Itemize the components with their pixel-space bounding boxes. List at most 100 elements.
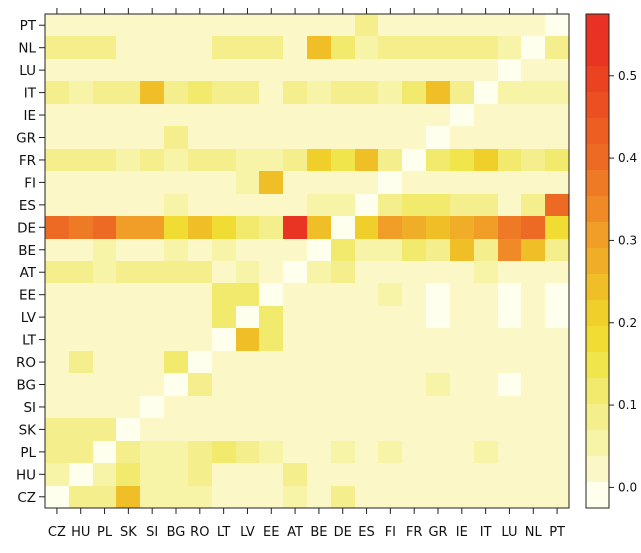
heatmap-cell-PL-PL: [93, 441, 116, 463]
heatmap-cell-IT-LT: [212, 81, 236, 104]
heatmap-cell-DE-GR: [426, 216, 450, 239]
heatmap-cell-PL-IT: [474, 441, 498, 463]
heatmap-cell-FR-PL: [93, 149, 116, 171]
colorbar-segment: [586, 352, 609, 378]
heatmap-cell-BG-FR: [402, 373, 426, 396]
heatmap-cell-IT-IT: [474, 81, 498, 104]
x-tick-label: LT: [217, 525, 230, 540]
heatmap-cell-LV-NL: [521, 306, 545, 328]
heatmap-cell-LU-DE: [331, 59, 355, 81]
heatmap-cell-AT-SI: [140, 261, 164, 283]
heatmap-cell-EE-PT: [545, 283, 569, 306]
heatmap-cell-NL-AT: [283, 36, 307, 59]
heatmap-cell-BE-FI: [378, 239, 402, 261]
heatmap-cell-FI-IE: [450, 171, 474, 194]
heatmap-cell-AT-LV: [236, 261, 259, 283]
heatmap-cell-GR-IT: [474, 126, 498, 149]
heatmap-cell-IE-PL: [93, 104, 116, 126]
heatmap-cell-BG-LU: [498, 373, 521, 396]
heatmap-cell-RO-AT: [283, 351, 307, 373]
heatmap-cell-CZ-AT: [283, 486, 307, 508]
heatmap-cell-HU-FI: [378, 463, 402, 486]
heatmap-cell-LV-LU: [498, 306, 521, 328]
heatmap-cell-FI-BG: [164, 171, 188, 194]
heatmap-cell-ES-LT: [212, 194, 236, 216]
heatmap-cell-AT-FR: [402, 261, 426, 283]
heatmap-cell-ES-IT: [474, 194, 498, 216]
heatmap-cell-ES-ES: [355, 194, 378, 216]
heatmap-cell-ES-AT: [283, 194, 307, 216]
heatmap-cell-DE-BG: [164, 216, 188, 239]
heatmap-cell-LV-GR: [426, 306, 450, 328]
heatmap-cell-ES-GR: [426, 194, 450, 216]
colorbar-segment: [586, 222, 609, 248]
heatmap-cell-GR-DE: [331, 126, 355, 149]
heatmap-cell-ES-BE: [307, 194, 331, 216]
heatmap-cell-HU-FR: [402, 463, 426, 486]
heatmap-cell-SI-FR: [402, 396, 426, 418]
x-tick-label: IE: [456, 525, 468, 540]
heatmap-cell-IT-NL: [521, 81, 545, 104]
heatmap-cell-FR-FR: [402, 149, 426, 171]
heatmap-cell-SK-BE: [307, 418, 331, 441]
colorbar-segment: [586, 118, 609, 144]
heatmap-cell-FI-FR: [402, 171, 426, 194]
heatmap-cell-IT-PL: [93, 81, 116, 104]
heatmap-cell-IT-GR: [426, 81, 450, 104]
heatmap-cell-SK-BG: [164, 418, 188, 441]
heatmap-cell-DE-DE: [331, 216, 355, 239]
heatmap-cell-FR-LT: [212, 149, 236, 171]
heatmap-cell-SK-LT: [212, 418, 236, 441]
heatmap-cell-PL-CZ: [45, 441, 69, 463]
colorbar-segment: [586, 430, 609, 456]
heatmap-cell-BE-GR: [426, 239, 450, 261]
heatmap-cell-AT-AT: [283, 261, 307, 283]
heatmap-cell-PT-EE: [259, 14, 283, 36]
heatmap-cell-NL-GR: [426, 36, 450, 59]
heatmap-cell-IT-SI: [140, 81, 164, 104]
y-tick-label: LT: [22, 333, 37, 349]
heatmap-cell-NL-FI: [378, 36, 402, 59]
heatmap-cell-FR-CZ: [45, 149, 69, 171]
heatmap-cell-RO-RO: [188, 351, 212, 373]
y-tick-label: GR: [16, 131, 36, 147]
heatmap-cell-RO-DE: [331, 351, 355, 373]
heatmap-cell-IT-FR: [402, 81, 426, 104]
heatmap-cell-EE-AT: [283, 283, 307, 306]
heatmap-cell-AT-HU: [69, 261, 93, 283]
heatmap-cell-BE-IE: [450, 239, 474, 261]
heatmap-cell-NL-LT: [212, 36, 236, 59]
heatmap-cell-AT-DE: [331, 261, 355, 283]
heatmap-cell-LU-AT: [283, 59, 307, 81]
heatmap-cell-LT-PT: [545, 328, 569, 351]
colorbar-tick-label: 0.5: [618, 69, 637, 83]
heatmap-cell-LT-BE: [307, 328, 331, 351]
heatmap-cell-SI-SI: [140, 396, 164, 418]
heatmap-cell-CZ-BG: [164, 486, 188, 508]
heatmap-cell-DE-BE: [307, 216, 331, 239]
heatmap-cell-HU-ES: [355, 463, 378, 486]
heatmap-cell-GR-ES: [355, 126, 378, 149]
heatmap-cell-IE-IE: [450, 104, 474, 126]
colorbar-frame: [585, 13, 610, 509]
heatmap-cell-SI-EE: [259, 396, 283, 418]
heatmap-cell-LT-PL: [93, 328, 116, 351]
heatmap-cell-SK-SK: [116, 418, 140, 441]
colorbar-segment: [586, 274, 609, 300]
heatmap-cell-PT-PL: [93, 14, 116, 36]
heatmap-cell-NL-ES: [355, 36, 378, 59]
heatmap-cell-PT-RO: [188, 14, 212, 36]
heatmap-cell-CZ-RO: [188, 486, 212, 508]
colorbar-segment: [586, 404, 609, 430]
heatmap-cell-PL-LV: [236, 441, 259, 463]
heatmap-cell-ES-DE: [331, 194, 355, 216]
heatmap-cell-DE-RO: [188, 216, 212, 239]
heatmap-cell-NL-PL: [93, 36, 116, 59]
heatmap-cell-BG-BG: [164, 373, 188, 396]
heatmap-cell-LU-SI: [140, 59, 164, 81]
heatmap-cell-AT-BG: [164, 261, 188, 283]
heatmap-cell-LT-NL: [521, 328, 545, 351]
x-tick-label: LV: [240, 525, 255, 540]
heatmap-cell-PT-SI: [140, 14, 164, 36]
heatmap-cell-LU-PL: [93, 59, 116, 81]
